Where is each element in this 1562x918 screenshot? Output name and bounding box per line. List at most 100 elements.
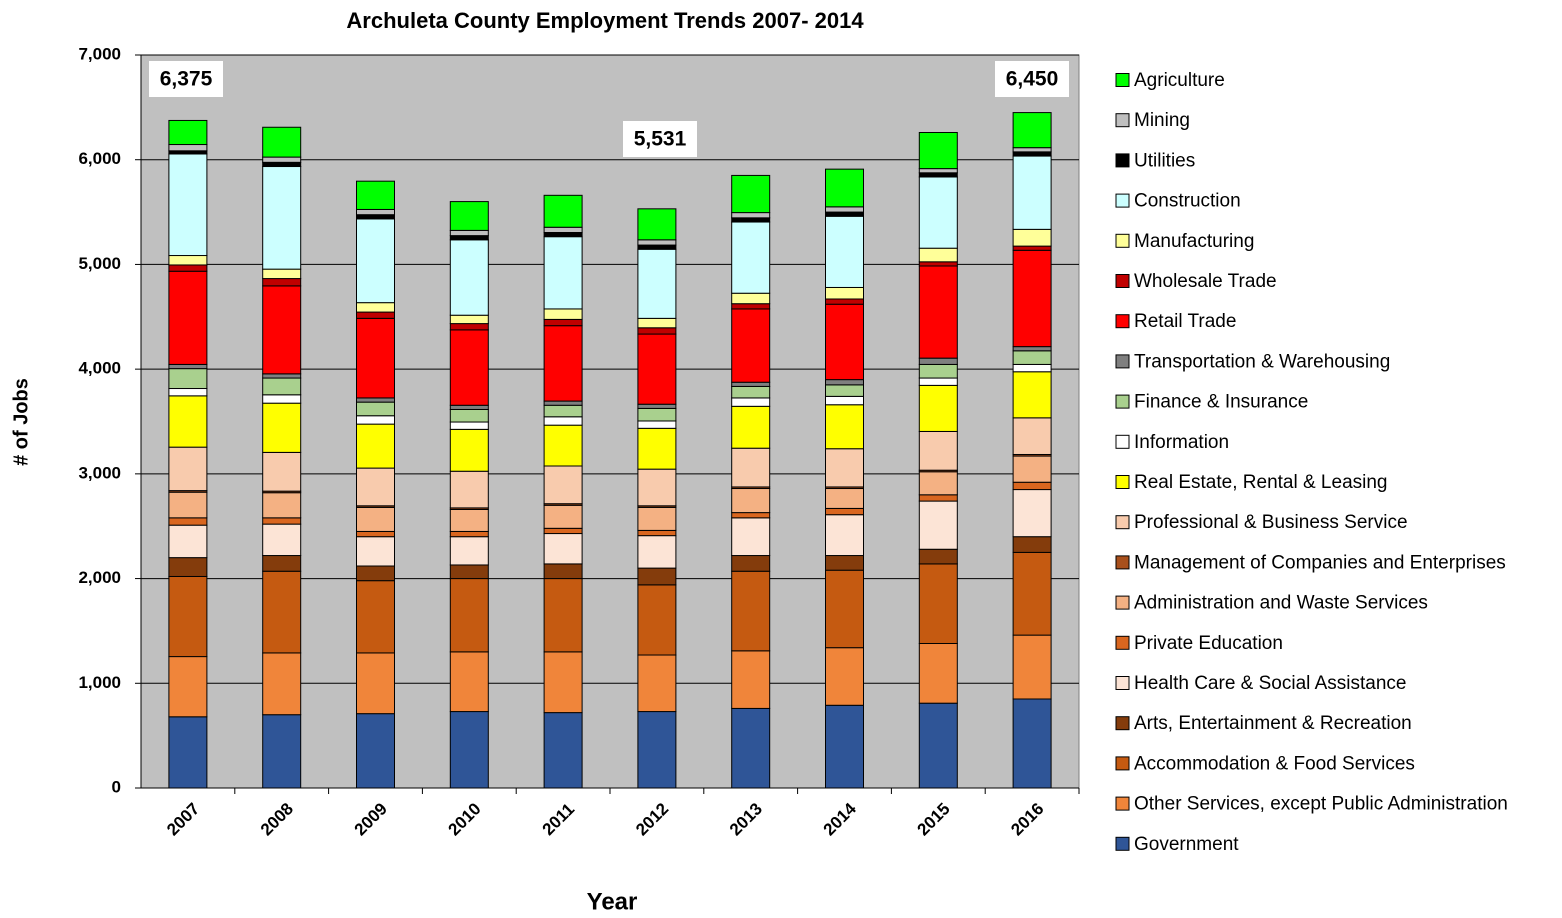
bar-segment [543,404,583,418]
bar-segment [918,494,958,502]
bar-segment [637,420,677,429]
bar-segment [262,523,302,557]
bar-segment [918,265,958,359]
y-tick-label: 4,000 [78,359,121,378]
bar-segment [731,512,771,519]
bar-segment [918,247,958,263]
bar-segment [449,408,489,423]
bar-segment [731,397,771,407]
bar-segment [168,395,208,448]
bar-segment [918,176,958,249]
bar-segment [1012,551,1052,636]
bar-segment [637,403,677,409]
legend-label: Real Estate, Rental & Leasing [1134,472,1388,493]
x-tick-label: 2012 [632,799,672,839]
bar-segment [449,314,489,325]
bar-segment [543,533,583,565]
bar-segment [449,235,489,241]
bar-segment [1012,346,1052,352]
bar-segment [449,470,489,509]
bar-segment [731,570,771,652]
legend-swatch [1115,836,1130,851]
bar-segment [1012,155,1052,230]
legend-swatch [1115,153,1130,168]
legend-label: Mining [1134,110,1190,131]
legend-swatch [1115,716,1130,731]
bar-segment [168,557,208,577]
legend-swatch [1115,113,1130,128]
bar-segment [731,650,771,709]
bar-segment [731,555,771,572]
bar-segment [1012,489,1052,538]
bar-segment [449,428,489,472]
bar-segment [356,713,395,789]
bar-segment [825,384,864,397]
bar-segment [168,255,208,266]
bar-segment [731,308,771,383]
legend-swatch [1115,434,1130,449]
bar-segment [356,218,395,304]
bar-segment [262,652,302,716]
bar-segment [168,368,208,390]
chart-title: Archuleta County Employment Trends 2007-… [346,8,864,33]
y-tick-label: 5,000 [78,254,121,273]
y-tick-label: 2,000 [78,568,121,587]
bar-segment [449,711,489,789]
bar-segment [918,357,958,365]
bar-segment [356,580,395,654]
x-axis-label: Year [587,888,638,915]
bar-segment [356,652,395,715]
bar-segment [356,397,395,403]
bar-segment [637,567,677,586]
bar-segment [1012,350,1052,365]
bar-segment [825,211,864,217]
bar-segment [918,172,958,178]
bar-segment [637,427,677,470]
bar-segment [356,302,395,313]
legend-swatch [1115,796,1130,811]
bar-segment [168,575,208,658]
bar-segment [262,451,302,492]
bar-segment [1012,698,1052,789]
bar-segment [168,270,208,365]
bar-segment [825,215,864,288]
x-tick-label: 2010 [444,799,484,839]
legend-swatch [1115,394,1130,409]
x-tick-label: 2014 [820,799,861,840]
legend-swatch [1115,475,1130,489]
legend-label: Other Services, except Public Administra… [1134,794,1508,815]
bar-segment [168,388,208,397]
bar-segment [543,226,583,233]
bar-segment [825,298,864,305]
bar-segment [825,379,864,386]
annotation-box [995,61,1069,97]
bar-segment [449,421,489,430]
bar-segment [262,268,302,280]
annotation: 6,450 [1006,68,1059,91]
legend-swatch [1115,274,1130,288]
legend-label: Wholesale Trade [1134,271,1277,292]
bar-segment [543,424,583,467]
bar-segment [637,333,677,405]
legend-label: Utilities [1134,150,1195,171]
bar-segment [825,704,864,789]
bar-segment [168,524,208,559]
bar-segment [637,711,677,789]
bar-segment [262,714,302,789]
y-tick-label: 7,000 [78,44,121,63]
bar-segment [825,404,864,450]
bar-segment [1012,363,1052,373]
bar-segment [543,194,583,228]
legend-swatch [1115,314,1130,329]
bar-segment [1012,151,1052,157]
bar-segment [543,325,583,402]
legend-label: Health Care & Social Assistance [1134,673,1406,694]
bar-segment [637,529,677,537]
legend-label: Agriculture [1134,70,1225,91]
bar-segment [449,323,489,331]
legend-label: Administration and Waste Services [1134,593,1428,614]
bar-segment [637,584,677,656]
bar-segment [918,384,958,432]
legend-swatch [1115,635,1130,650]
annotation-box [623,121,697,157]
